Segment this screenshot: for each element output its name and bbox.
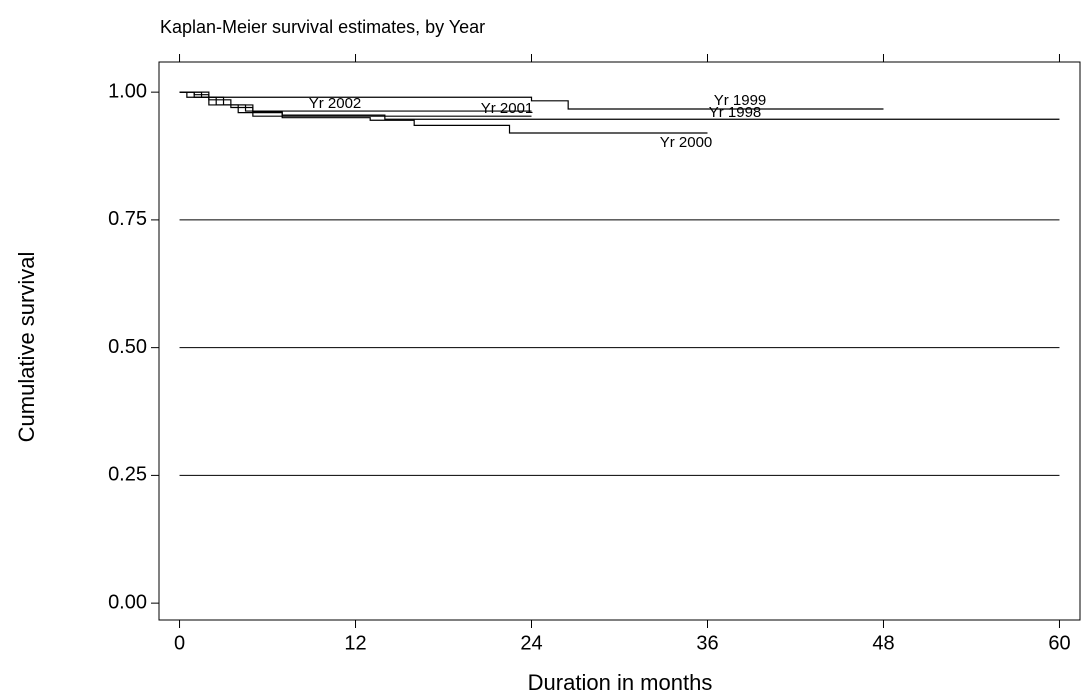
x-tick-label: 24 [520,632,542,654]
series-label: Yr 1999 [714,92,767,109]
survival-curve [179,91,532,112]
x-tick-label: 48 [872,632,894,654]
series-label: Yr 2000 [660,134,713,151]
y-tick-label: 1.00 [108,80,147,102]
survival-curve [179,91,532,117]
y-tick-label: 0.50 [108,336,147,358]
y-tick-label: 0.25 [108,464,147,486]
x-axis-label: Duration in months [528,670,713,695]
plot-frame [158,61,1081,621]
x-tick-label: 60 [1048,632,1070,654]
y-axis-label: Cumulative survival [14,252,39,443]
series-label: Yr 2001 [481,100,534,117]
series-label: Yr 1998 [709,104,762,121]
x-tick-label: 36 [696,632,718,654]
y-tick-label: 0.75 [108,208,147,230]
chart-title: Kaplan-Meier survival estimates, by Year [160,17,485,37]
x-tick-label: 0 [174,632,185,654]
y-tick-label: 0.00 [108,591,147,613]
survival-curve [179,91,708,134]
x-tick-label: 12 [344,632,366,654]
series-label: Yr 2002 [309,95,362,112]
